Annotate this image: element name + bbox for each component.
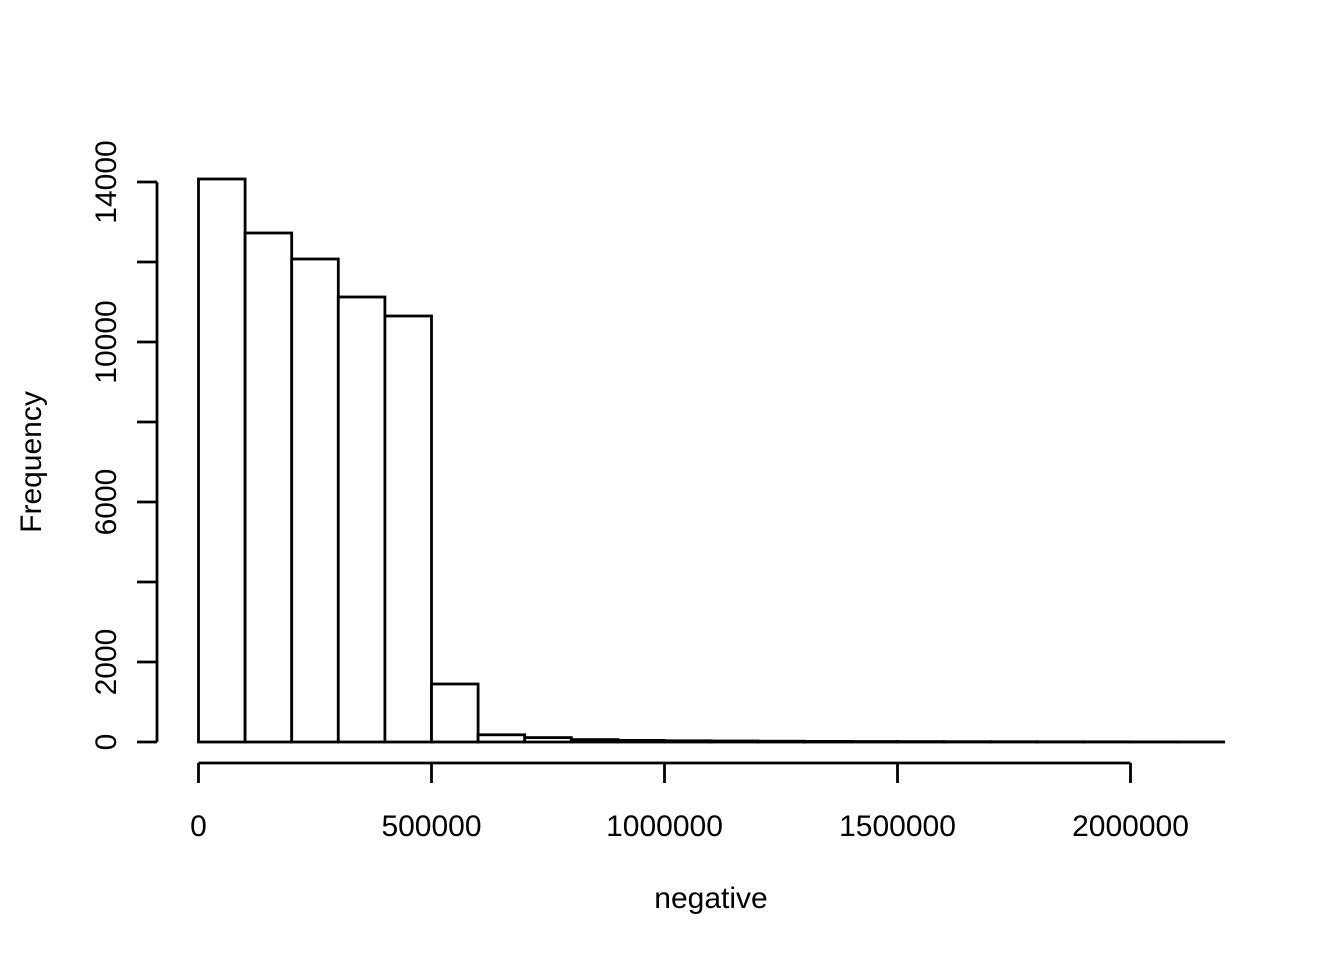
- histogram-bar: [616, 739, 666, 744]
- histogram-bar: [663, 739, 713, 744]
- y-tick-label: 6000: [90, 469, 123, 536]
- x-tick-label: 2000000: [1072, 810, 1189, 843]
- y-tick-label: 14000: [90, 140, 123, 223]
- histogram-bar: [523, 736, 573, 744]
- histogram-bar: [290, 257, 340, 744]
- x-tick-label: 1500000: [839, 810, 956, 843]
- histogram-bar: [476, 733, 527, 744]
- y-tick-label: 0: [90, 734, 123, 751]
- histogram-bar: [430, 682, 480, 744]
- y-tick-label: 2000: [90, 629, 123, 696]
- histogram-bar: [197, 177, 247, 744]
- histogram-bars: [197, 177, 1226, 744]
- x-axis: [197, 761, 1132, 783]
- y-axis-title: Frequency: [15, 391, 48, 533]
- histogram-bar: [569, 738, 620, 744]
- x-tick-label: 500000: [381, 810, 481, 843]
- histogram-bar: [336, 295, 387, 744]
- x-axis-title: negative: [654, 882, 768, 915]
- histogram-bar: [709, 739, 760, 744]
- histogram-bar: [756, 739, 806, 744]
- x-tick-label: 0: [190, 810, 207, 843]
- histogram-bar: [383, 314, 433, 744]
- y-axis: [137, 180, 159, 744]
- histogram-bar: [802, 740, 853, 744]
- histogram-bar: [243, 231, 294, 744]
- y-tick-label: 10000: [90, 300, 123, 383]
- x-tick-label: 1000000: [606, 810, 723, 843]
